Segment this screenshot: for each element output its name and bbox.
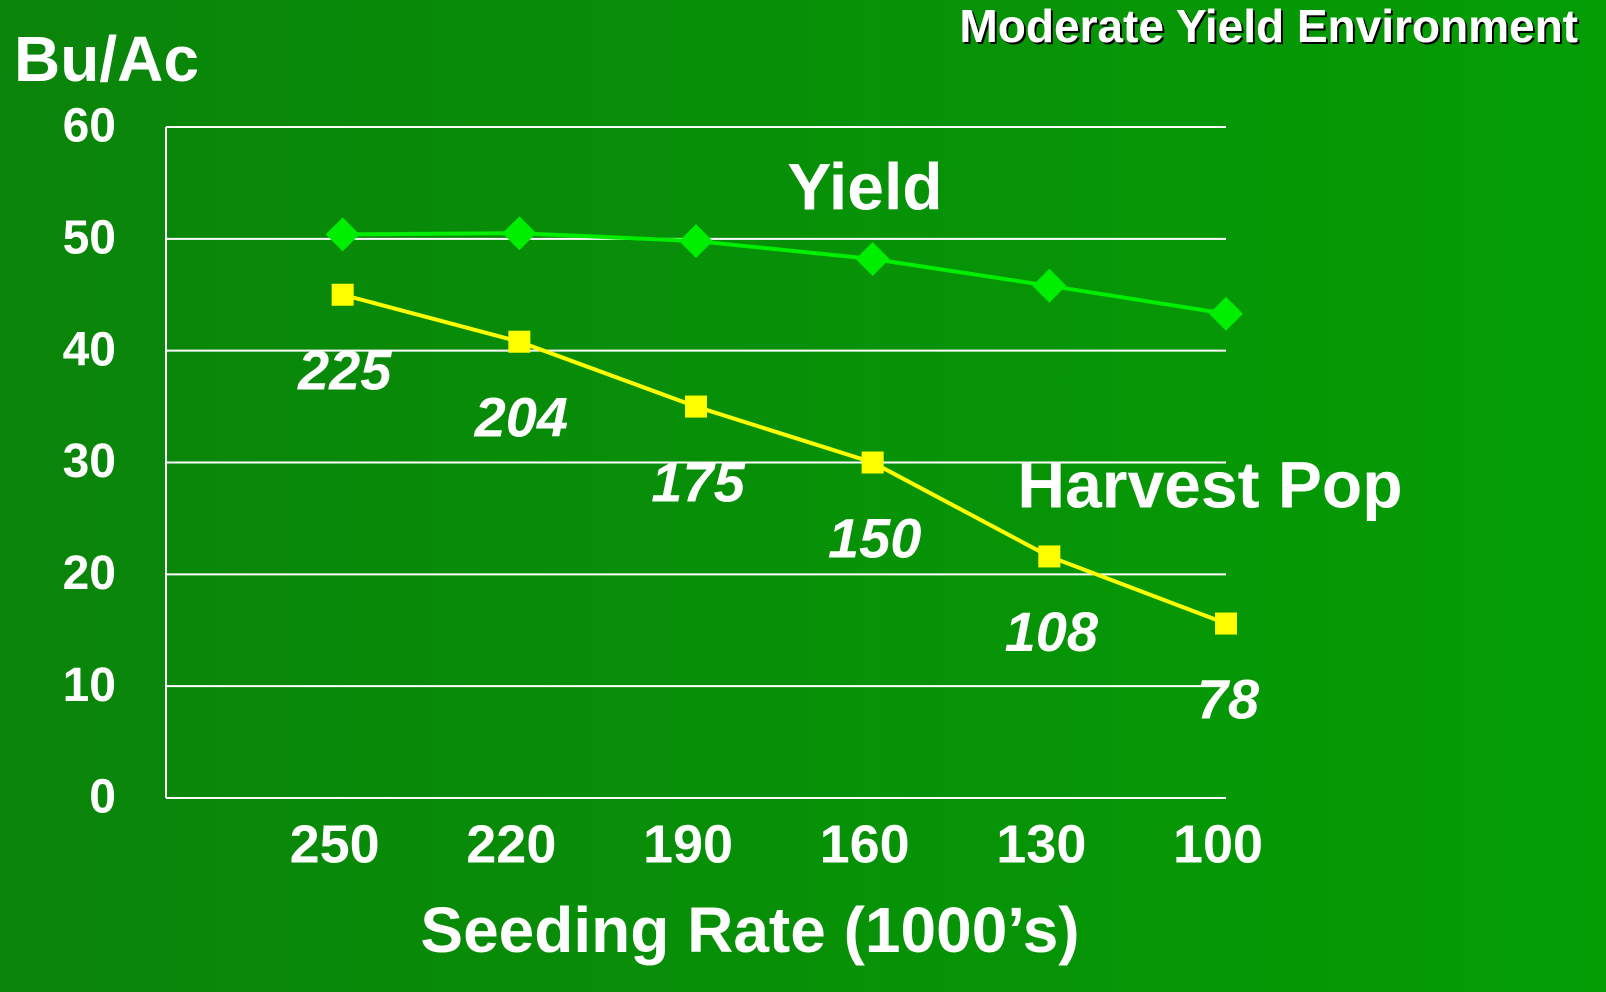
y-tick-label: 0: [89, 771, 116, 824]
square-marker: [685, 395, 707, 418]
x-tick-label: 220: [466, 814, 556, 874]
data-label: 150: [828, 506, 921, 569]
series-label: Harvest Pop: [1017, 447, 1402, 521]
square-marker: [861, 451, 884, 474]
series-line: [342, 292, 1227, 626]
x-tick-label: 250: [290, 814, 380, 874]
x-axis-label: Seeding Rate (1000’s): [420, 894, 1079, 966]
square-marker: [508, 330, 531, 353]
diamond-marker: [1209, 296, 1243, 331]
data-label: 175: [651, 450, 745, 513]
square-marker: [1215, 612, 1237, 635]
x-tick-label: 100: [1173, 814, 1263, 874]
diamond-marker: [325, 217, 360, 252]
series-line: [342, 231, 1227, 316]
series-label: Yield: [787, 149, 942, 223]
y-tick-label: 30: [63, 435, 116, 488]
diamond-marker: [502, 216, 537, 251]
y-tick-label: 50: [63, 212, 116, 265]
y-tick-label: 60: [63, 100, 116, 153]
y-tick-label: 40: [63, 323, 116, 376]
x-tick-label: 190: [643, 814, 733, 874]
y-axis-label: Bu/Ac: [14, 23, 199, 95]
data-label: 78: [1197, 667, 1260, 730]
diamond-marker: [855, 241, 890, 276]
square-marker: [1038, 545, 1061, 568]
diamond-marker: [1032, 268, 1067, 303]
data-label: 204: [474, 386, 568, 449]
x-tick-label: 130: [996, 814, 1086, 874]
y-tick-label: 10: [63, 659, 116, 712]
square-marker: [331, 283, 354, 306]
data-label: 108: [1005, 600, 1099, 663]
data-label: 225: [297, 339, 392, 402]
x-tick-label: 160: [820, 814, 910, 874]
chart-title: Moderate Yield Environment: [959, 0, 1578, 52]
y-tick-label: 20: [63, 547, 116, 600]
diamond-marker: [679, 224, 713, 259]
